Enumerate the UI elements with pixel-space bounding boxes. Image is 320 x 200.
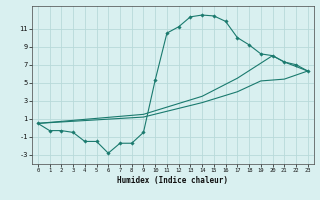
X-axis label: Humidex (Indice chaleur): Humidex (Indice chaleur)	[117, 176, 228, 185]
